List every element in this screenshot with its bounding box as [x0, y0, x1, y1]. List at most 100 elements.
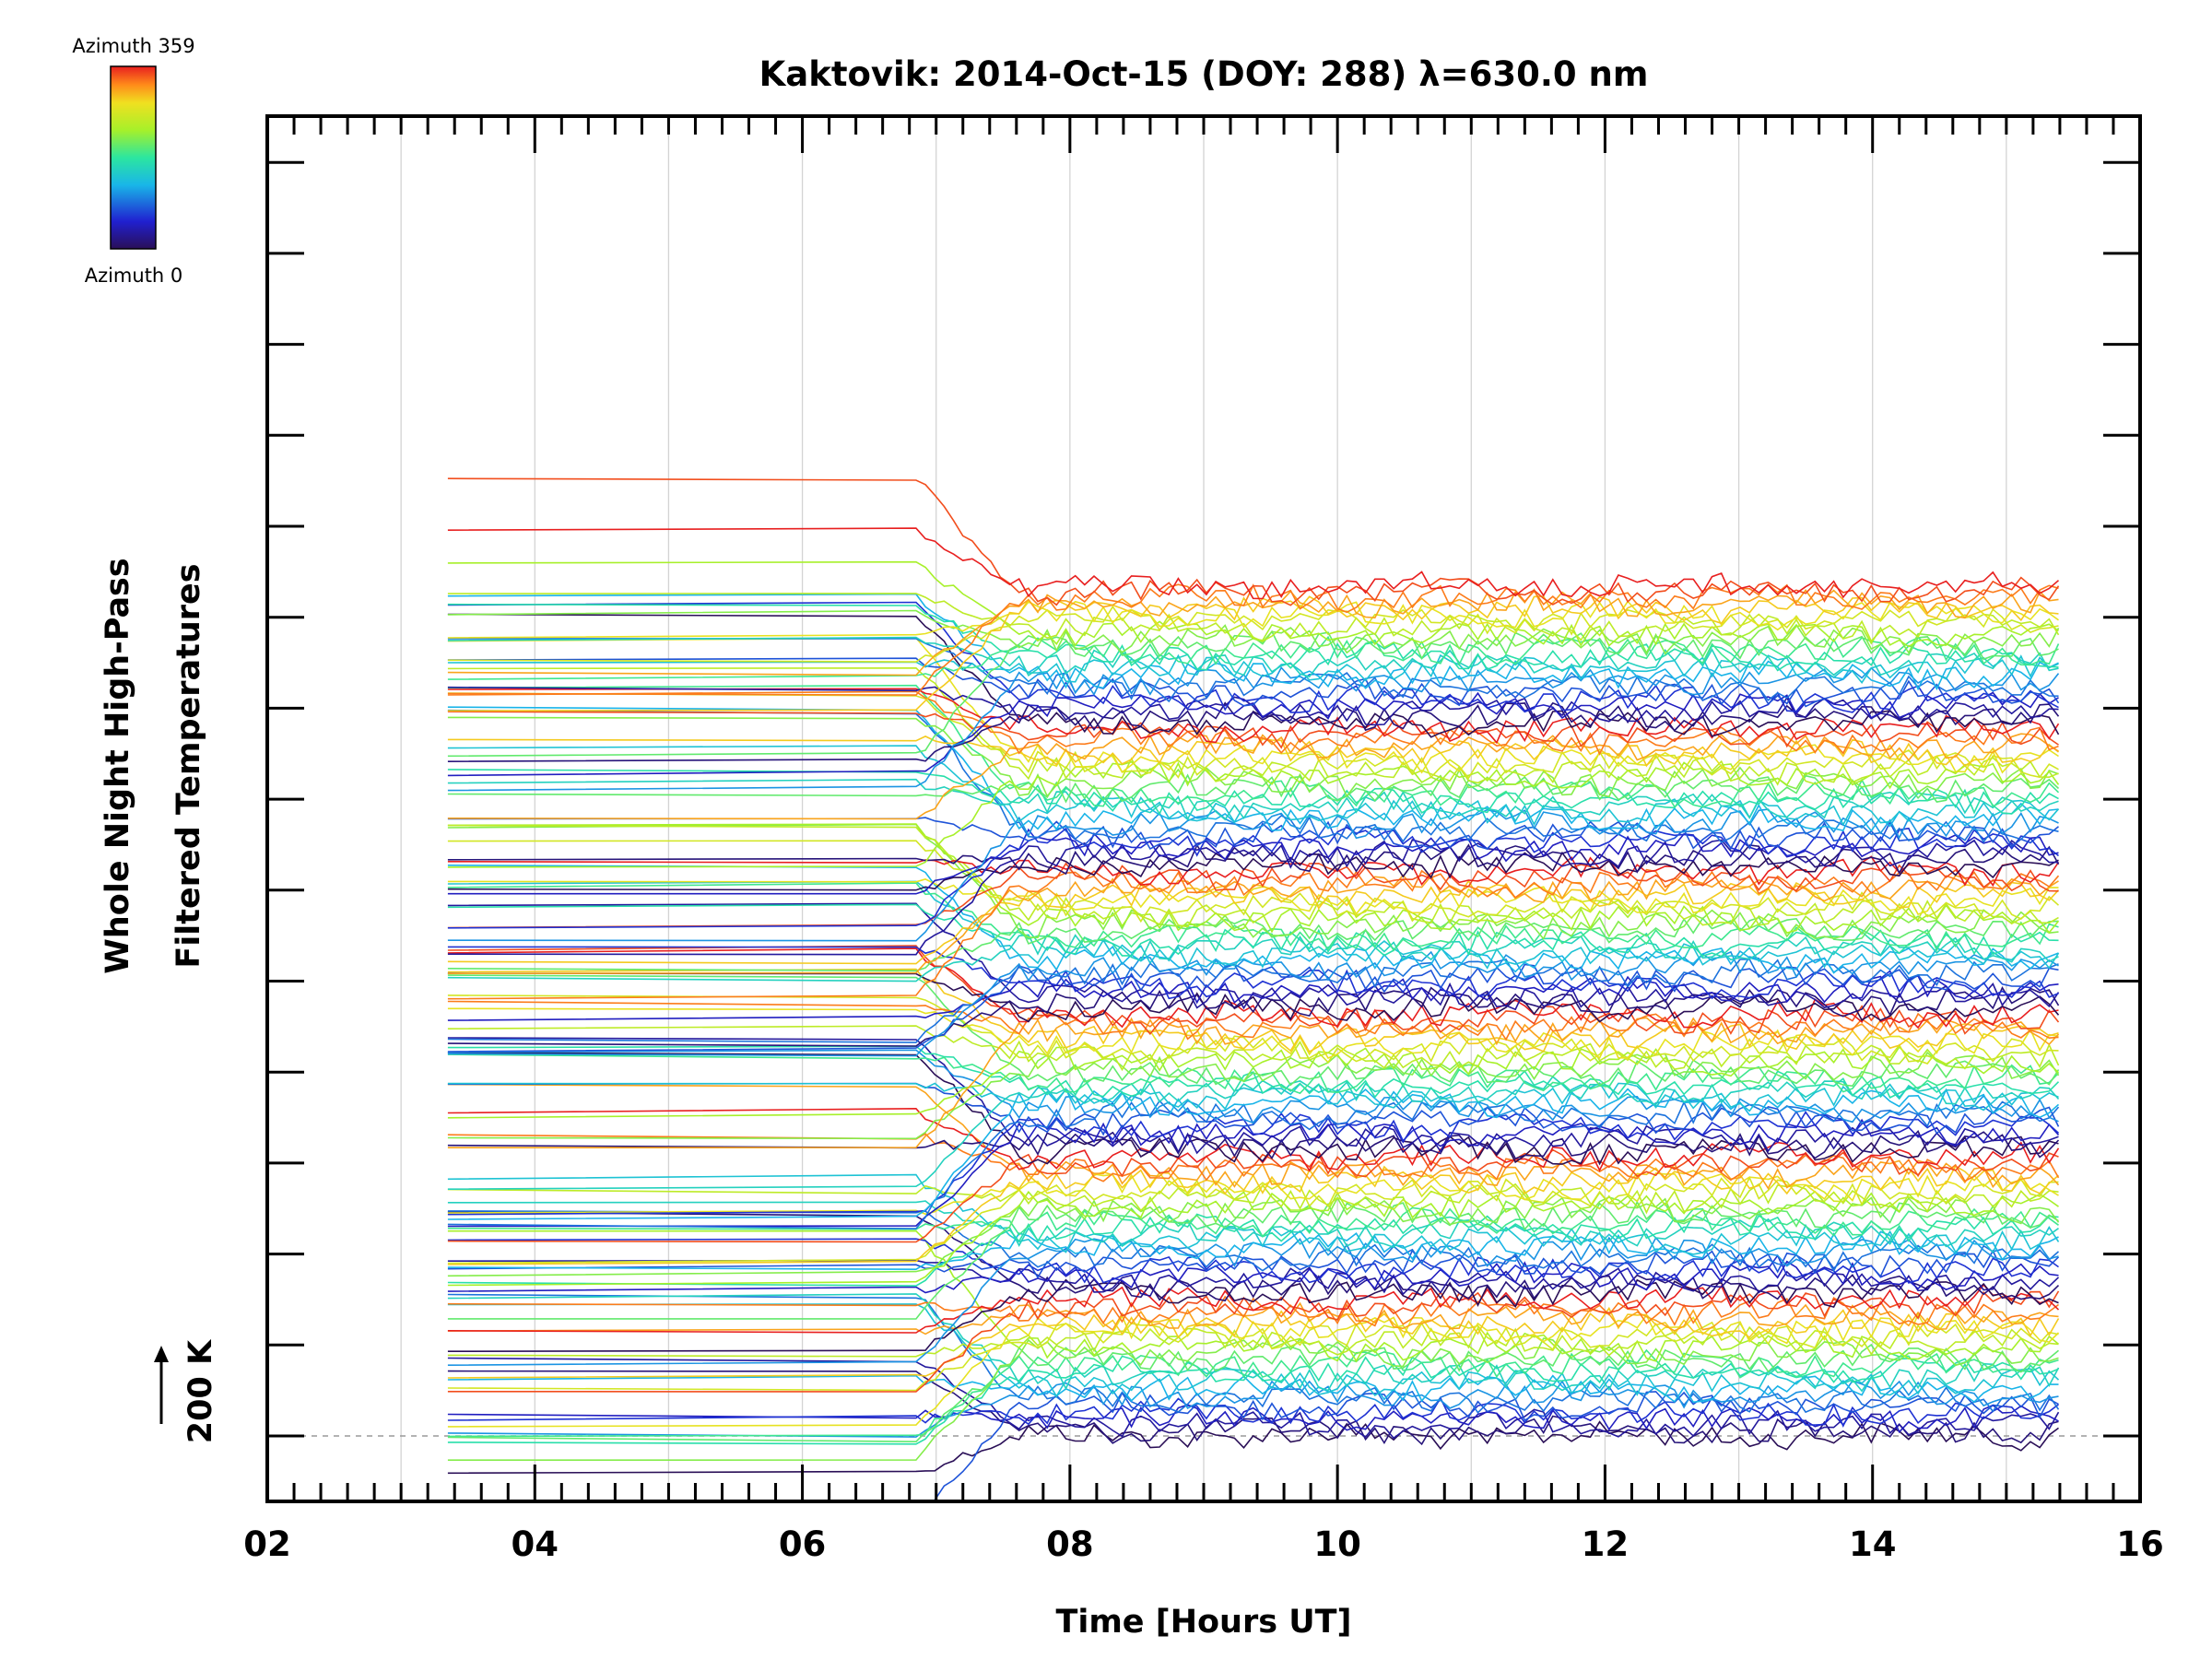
series-line: [447, 690, 2059, 756]
series-line: [447, 1293, 2060, 1393]
series-line: [447, 974, 2059, 1021]
series-line: [447, 1111, 2060, 1216]
series-line: [447, 839, 2059, 956]
series-line: [447, 706, 2059, 832]
series-line: [447, 1260, 2059, 1294]
series-line: [447, 1206, 2059, 1238]
series-line: [447, 1404, 2059, 1434]
series-line: [447, 1007, 2059, 1060]
series-line: [447, 862, 2059, 929]
series-line: [447, 1249, 2060, 1279]
series-line: [447, 601, 2059, 713]
series-line: [447, 1045, 2060, 1099]
series-line: [447, 1118, 2060, 1228]
series-line: [447, 880, 2060, 970]
series-line: [447, 817, 2060, 851]
series-line: [447, 1175, 2059, 1265]
series-line: [447, 1295, 2059, 1327]
series-line: [447, 1200, 2059, 1320]
series-line: [447, 1173, 2060, 1255]
series-line: [447, 1148, 2059, 1243]
scale-label: 200 K: [182, 1338, 219, 1443]
series-line: [447, 916, 2059, 972]
x-axis-label: Time [Hours UT]: [1055, 1604, 1351, 1641]
series-line: [447, 716, 2059, 798]
colorbar-min-label: Azimuth 0: [85, 265, 183, 287]
series-line: [447, 1210, 2060, 1273]
series-line: [447, 1312, 2060, 1428]
grid: [267, 116, 2140, 1501]
series-line: [447, 1420, 2059, 1475]
series-line: [447, 629, 2059, 758]
series-line: [447, 840, 2060, 924]
series-line: [447, 855, 2060, 888]
series-line: [447, 477, 2060, 606]
series-line: [447, 826, 2059, 929]
x-tick-label: 08: [1046, 1524, 1094, 1564]
series-line: [447, 666, 2060, 792]
series-line: [447, 613, 2060, 738]
series-line: [447, 1037, 2059, 1155]
series-line: [447, 1082, 2059, 1112]
scale-arrow-head: [154, 1346, 169, 1362]
series-line: [932, 1391, 2059, 1501]
series-line: [447, 560, 2059, 648]
series-line: [447, 1165, 2060, 1265]
x-tick-label: 12: [1582, 1524, 1630, 1564]
series-line: [447, 527, 2060, 600]
series-line: [447, 609, 2060, 655]
series-line: [447, 1025, 2060, 1072]
series-line: [447, 684, 2060, 808]
colorbar: Azimuth 359 Azimuth 0: [72, 35, 194, 287]
series-line: [447, 1053, 2060, 1095]
series-line: [447, 864, 2059, 974]
series-line: [447, 824, 2059, 928]
series-line: [447, 688, 2060, 745]
series-line: [447, 1051, 2060, 1140]
colorbar-gradient: [110, 65, 157, 250]
series-line: [447, 1200, 2059, 1249]
series-line: [447, 1049, 2059, 1124]
ticks: [265, 116, 2142, 1501]
series-line: [447, 1129, 2060, 1159]
x-tick-label: 02: [243, 1524, 291, 1564]
series-line: [447, 760, 2060, 868]
series-line: [447, 588, 2059, 677]
series-line: [447, 1082, 2060, 1136]
series-line: [447, 947, 2059, 1030]
series-line: [447, 902, 2060, 1011]
series-line: [447, 972, 2060, 1023]
series-line: [447, 1182, 2059, 1215]
series-line: [447, 851, 2059, 891]
series-lines: [447, 477, 2060, 1501]
series-line: [447, 605, 2059, 663]
series-line: [447, 709, 2059, 844]
series-line: [447, 1017, 2060, 1148]
series-line: [447, 778, 2059, 821]
series-line: [447, 1107, 2060, 1172]
series-line: [447, 823, 2060, 935]
y-axis-label-line1: Whole Night High-Pass: [100, 558, 136, 973]
series-line: [447, 986, 2060, 1047]
series-line: [447, 582, 2059, 696]
series-line: [447, 701, 2060, 763]
series-line: [447, 945, 2060, 1035]
colorbar-max-label: Azimuth 359: [72, 35, 194, 57]
series-line: [447, 600, 2059, 639]
x-tick-label: 06: [779, 1524, 827, 1564]
series-line: [447, 638, 2059, 703]
series-line: [447, 733, 2059, 820]
series-line: [447, 868, 2060, 1000]
scale-marker: 200 K: [154, 1338, 219, 1443]
series-line: [447, 1076, 2060, 1190]
series-line: [447, 1290, 2060, 1393]
series-line: [447, 603, 2059, 672]
series-line: [447, 1325, 2059, 1358]
x-tick-label: 16: [2116, 1524, 2164, 1564]
series-line: [447, 595, 2059, 712]
series-line: [447, 1259, 2060, 1298]
series-line: [447, 1321, 2059, 1392]
series-line: [447, 1083, 2060, 1191]
x-tick-label: 14: [1849, 1524, 1897, 1564]
